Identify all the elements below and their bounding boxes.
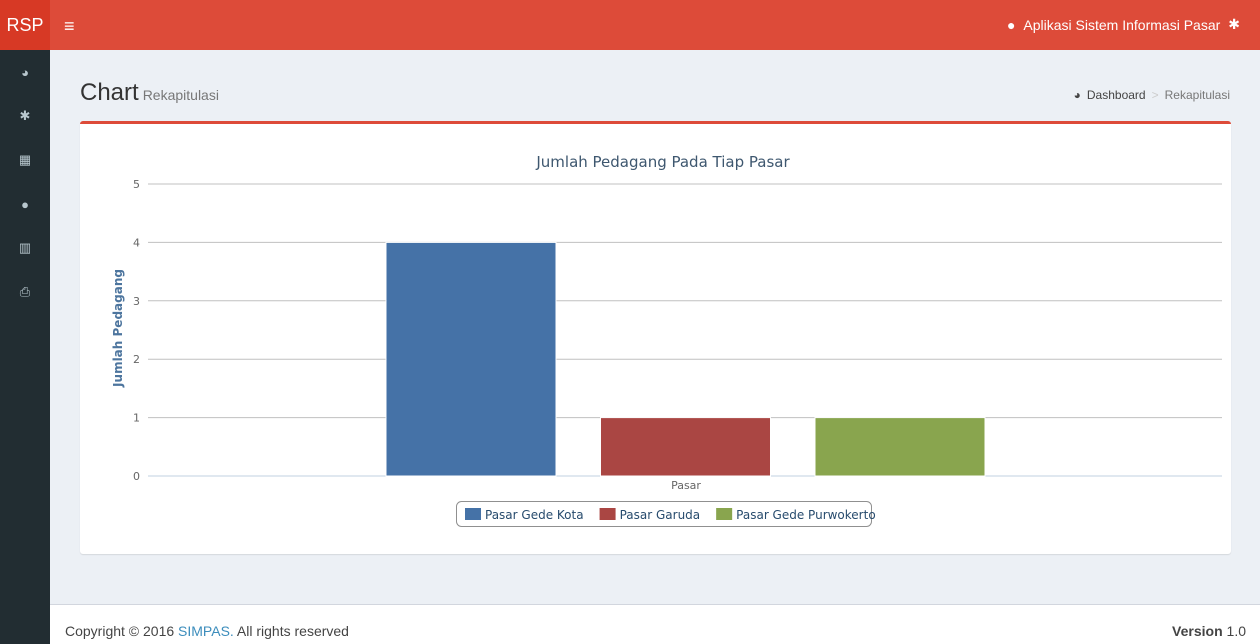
version-label: Version bbox=[1172, 623, 1223, 639]
chart-box: Jumlah Pedagang Pada Tiap Pasar 0 1 2 3 4 5 P… bbox=[80, 121, 1231, 554]
brand-link[interactable]: SIMPAS. bbox=[178, 623, 234, 639]
building-icon: ▦ bbox=[18, 152, 32, 167]
breadcrumb-separator: > bbox=[1151, 88, 1159, 102]
chart-title: Jumlah Pedagang Pada Tiap Pasar bbox=[535, 153, 790, 171]
bar-pasar-garuda[interactable] bbox=[600, 417, 771, 477]
top-navbar: RSP ≡ ● Aplikasi Sistem Informasi Pasar … bbox=[0, 0, 1260, 50]
breadcrumb-home[interactable]: Dashboard bbox=[1086, 88, 1146, 102]
breadcrumb-current: Rekapitulasi bbox=[1164, 88, 1230, 102]
sidebar: ◕ ✱ ▦ ● ▥ ⎙ bbox=[0, 50, 50, 644]
y-tick-label: 2 bbox=[133, 353, 140, 366]
legend-swatch bbox=[465, 508, 481, 520]
user-icon: ● bbox=[21, 196, 29, 212]
page-subtitle: Rekapitulasi bbox=[142, 87, 219, 103]
y-tick-label: 5 bbox=[133, 178, 140, 191]
user-icon: ● bbox=[1006, 16, 1016, 33]
footer: Copyright © 2016 SIMPAS. All rights rese… bbox=[50, 604, 1260, 644]
page-title-text: Chart bbox=[80, 79, 139, 106]
version-number: 1.0 bbox=[1226, 623, 1246, 639]
dashboard-icon: ◕ bbox=[1073, 88, 1081, 102]
sidebar-item-print[interactable]: ⎙ bbox=[0, 270, 50, 314]
copyright-text: Copyright © 2016 bbox=[65, 623, 179, 639]
legend-item[interactable]: Pasar Garuda bbox=[620, 508, 701, 522]
y-tick-label: 0 bbox=[133, 470, 140, 483]
x-tick-label: Pasar bbox=[671, 479, 701, 492]
rights-text: All rights reserved bbox=[233, 623, 349, 639]
sidebar-item-market[interactable]: ▦ bbox=[0, 138, 50, 182]
bar-pasar-gede-kota[interactable] bbox=[385, 241, 557, 477]
y-tick-label: 3 bbox=[133, 295, 140, 308]
user-menu[interactable]: ● Aplikasi Sistem Informasi Pasar ✱ bbox=[1007, 16, 1240, 33]
bar-chart-icon: ▥ bbox=[18, 240, 32, 255]
legend-item[interactable]: Pasar Gede Purwokerto bbox=[736, 508, 876, 522]
y-tick-label: 4 bbox=[133, 236, 140, 249]
sidebar-item-chart[interactable]: ▥ bbox=[0, 226, 50, 270]
y-tick-label: 1 bbox=[133, 412, 140, 425]
legend-box bbox=[456, 501, 872, 527]
version: Version 1.0 bbox=[1172, 623, 1246, 639]
gear-icon: ✱ bbox=[19, 108, 31, 123]
bar-chart: Jumlah Pedagang Pada Tiap Pasar 0 1 2 3 4 5 P… bbox=[111, 153, 1222, 527]
gear-icon[interactable]: ✱ bbox=[1228, 16, 1240, 32]
print-icon: ⎙ bbox=[19, 284, 31, 299]
page-title: Chart Rekapitulasi bbox=[80, 79, 219, 107]
sidebar-item-settings[interactable]: ✱ bbox=[0, 94, 50, 138]
bar-pasar-gede-purwokerto[interactable] bbox=[814, 417, 986, 477]
legend-item[interactable]: Pasar Gede Kota bbox=[485, 508, 584, 522]
logo[interactable]: RSP bbox=[0, 0, 50, 50]
legend-swatch bbox=[716, 508, 733, 520]
app-name: Aplikasi Sistem Informasi Pasar bbox=[1023, 16, 1221, 33]
menu-toggle-icon[interactable]: ≡ bbox=[64, 16, 75, 36]
dashboard-icon: ◕ bbox=[21, 64, 29, 80]
sidebar-item-users[interactable]: ● bbox=[0, 182, 50, 226]
y-axis-label: Jumlah Pedagang bbox=[111, 269, 125, 388]
sidebar-item-dashboard[interactable]: ◕ bbox=[0, 50, 50, 94]
breadcrumb: ◕ Dashboard > Rekapitulasi bbox=[1074, 88, 1230, 102]
legend-swatch bbox=[599, 508, 616, 520]
